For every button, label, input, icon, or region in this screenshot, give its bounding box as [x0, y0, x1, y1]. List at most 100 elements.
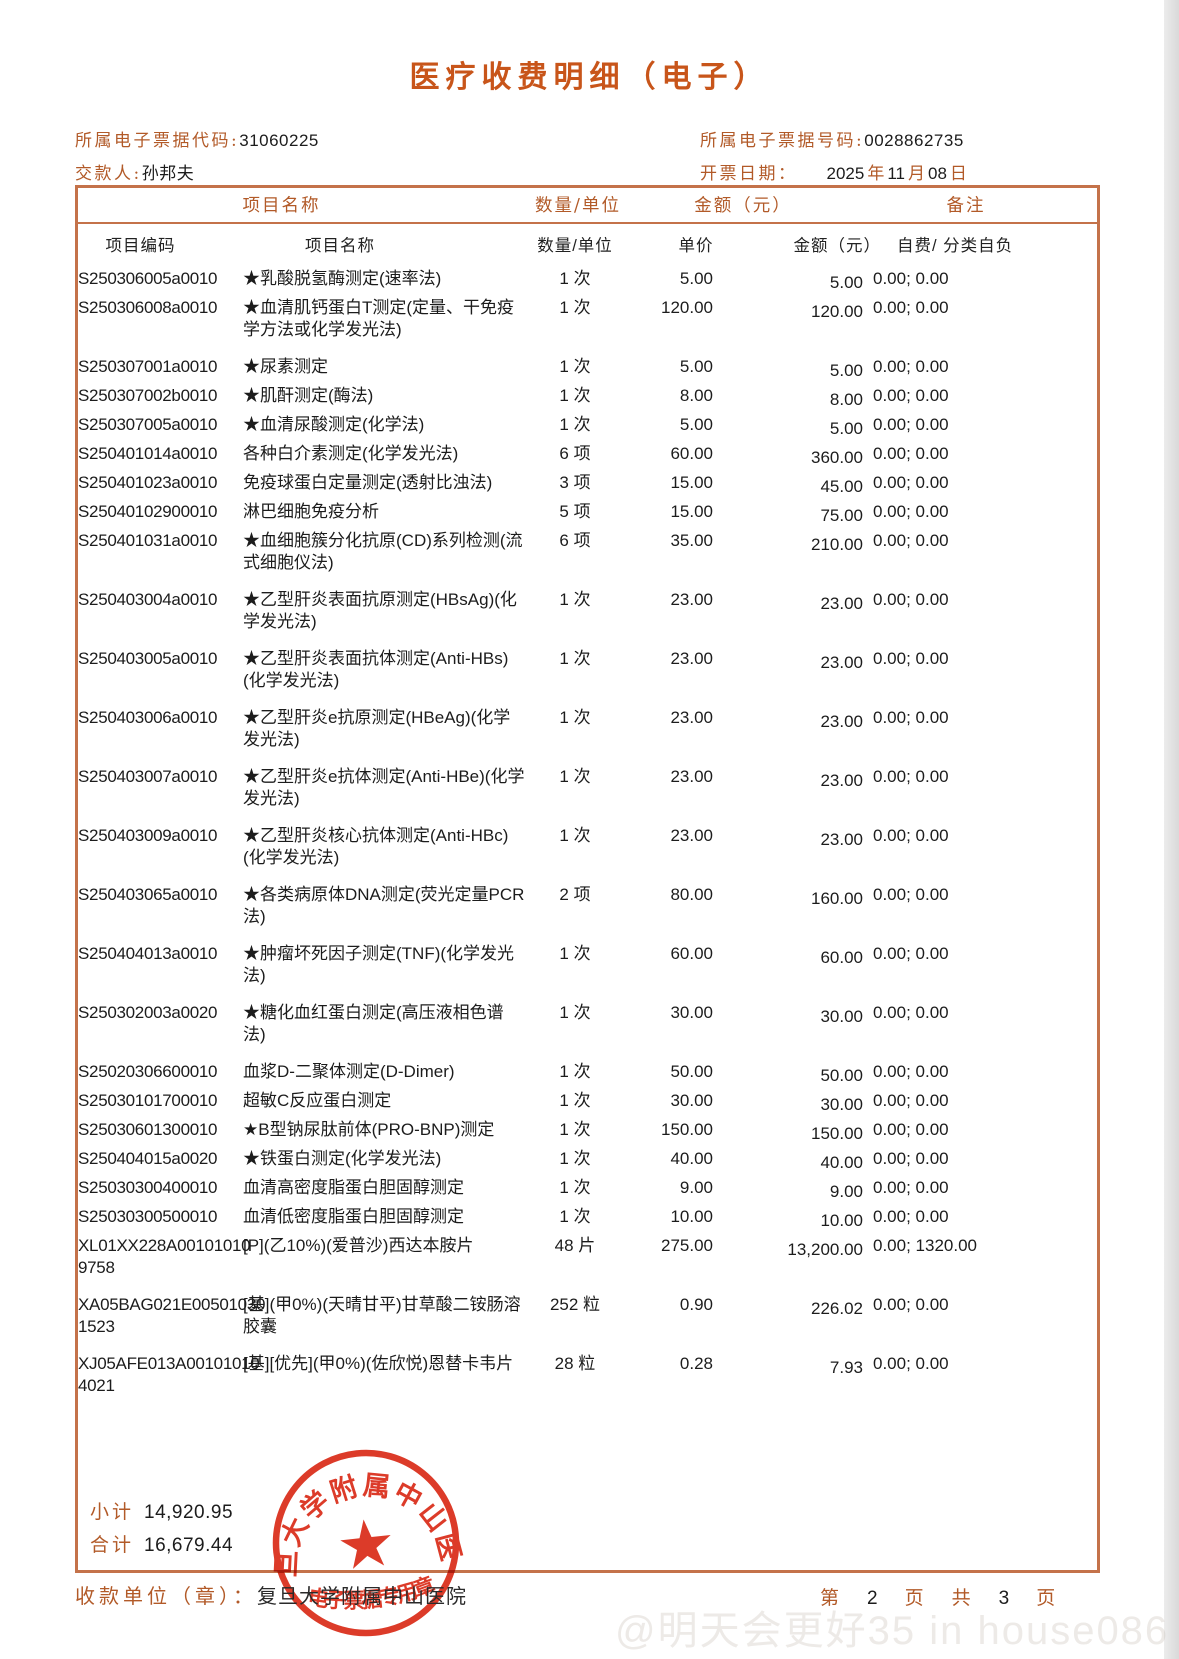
item-unit-price: 120.00 — [661, 298, 713, 317]
item-unit-price: 60.00 — [670, 944, 713, 963]
table-row: S250401031a0010 ★血细胞簇分化抗原(CD)系列检测(流式细胞仪法… — [78, 530, 1097, 574]
item-self-pay: 0.00; 0.00 — [873, 357, 949, 376]
item-amount: 8.00 — [829, 390, 863, 409]
item-unit-price: 80.00 — [670, 885, 713, 904]
issue-date-year: 2025 — [826, 164, 865, 183]
payee-label: 收款单位（章）： — [75, 1584, 257, 1608]
table-row: S250401014a0010 各种白介素测定(化学发光法) 6 项 60.00… — [78, 443, 1097, 467]
item-amount: 210.00 — [811, 535, 863, 554]
ebill-number-line: 所属电子票据号码:0028862735 — [700, 130, 964, 152]
item-self-pay: 0.00; 0.00 — [873, 298, 949, 317]
item-self-pay: 0.00; 0.00 — [873, 1295, 949, 1314]
subtotal-value: 14,920.95 — [144, 1502, 234, 1523]
table-row: S250302003a0020 ★糖化血红蛋白测定(高压液相色谱法) 1 次 3… — [78, 1002, 1097, 1046]
subheader-item-code: 项目编码 — [105, 237, 176, 255]
item-code: S250403006a0010 — [78, 708, 218, 727]
item-code: XL01XX228A00101010 9758 — [78, 1236, 251, 1277]
subheader-unit-price: 单价 — [678, 237, 714, 255]
item-name: 免疫球蛋白定量测定(透射比浊法) — [243, 473, 493, 492]
item-name: 血清高密度脂蛋白胆固醇测定 — [243, 1178, 464, 1197]
table-row: S25030601300010 ★B型钠尿肽前体(PRO-BNP)测定 1 次 … — [78, 1119, 1097, 1143]
item-quantity: 6 项 — [559, 531, 591, 550]
table-row: S250403005a0010 ★乙型肝炎表面抗体测定(Anti-HBs)(化学… — [78, 648, 1097, 692]
item-code: S250307005a0010 — [78, 415, 218, 434]
item-unit-price: 30.00 — [670, 1003, 713, 1022]
item-name: [基](甲0%)(天晴甘平)甘草酸二铵肠溶胶囊 — [243, 1295, 521, 1336]
item-unit-price: 40.00 — [670, 1149, 713, 1168]
item-code: S250403007a0010 — [78, 767, 218, 786]
table-row: S25030300500010 血清低密度脂蛋白胆固醇测定 1 次 10.00 … — [78, 1206, 1097, 1230]
item-name: ★肿瘤坏死因子测定(TNF)(化学发光法) — [243, 944, 515, 985]
item-name: ★B型钠尿肽前体(PRO-BNP)测定 — [243, 1120, 495, 1139]
item-code: S250403065a0010 — [78, 885, 218, 904]
total-line: 合计 16,679.44 — [90, 1529, 233, 1562]
item-code: S25030300500010 — [78, 1207, 218, 1226]
item-self-pay: 0.00; 0.00 — [873, 1062, 949, 1081]
item-unit-price: 23.00 — [670, 649, 713, 668]
item-code: S250401031a0010 — [78, 531, 218, 550]
item-name: 超敏C反应蛋白测定 — [243, 1091, 392, 1110]
item-quantity: 252 粒 — [549, 1295, 601, 1314]
item-quantity: 1 次 — [559, 708, 591, 727]
item-code: S250306008a0010 — [78, 298, 218, 317]
table-row: S250403004a0010 ★乙型肝炎表面抗原测定(HBsAg)(化学发光法… — [78, 589, 1097, 633]
item-amount: 23.00 — [820, 712, 863, 731]
item-self-pay: 0.00; 0.00 — [873, 473, 949, 492]
item-code: S25030601300010 — [78, 1120, 218, 1139]
item-self-pay: 0.00; 0.00 — [873, 1178, 949, 1197]
item-name: ★乙型肝炎核心抗体测定(Anti-HBc)(化学发光法) — [243, 826, 509, 867]
item-name: ★尿素测定 — [243, 357, 328, 376]
table-row: S250307002b0010 ★肌酐测定(酶法) 1 次 8.00 8.00 … — [78, 385, 1097, 409]
item-code: S25030101700010 — [78, 1091, 218, 1110]
item-amount: 45.00 — [820, 477, 863, 496]
item-self-pay: 0.00; 0.00 — [873, 944, 949, 963]
item-code: S250401014a0010 — [78, 444, 218, 463]
item-code: S250403009a0010 — [78, 826, 218, 845]
item-amount: 10.00 — [820, 1211, 863, 1230]
item-quantity: 1 次 — [559, 649, 591, 668]
item-unit-price: 23.00 — [670, 826, 713, 845]
item-amount: 50.00 — [820, 1066, 863, 1085]
table-row: XJ05AFE013A00101010 4021 [基][优先](甲0%)(佐欣… — [78, 1353, 1097, 1397]
page-edge-shadow — [1164, 0, 1179, 1659]
item-amount: 30.00 — [820, 1007, 863, 1026]
header-qty-unit: 数量/单位 — [535, 196, 621, 216]
item-quantity: 1 次 — [559, 1178, 591, 1197]
item-self-pay: 0.00; 1320.00 — [873, 1236, 977, 1255]
table-rows: S250306005a0010 ★乳酸脱氢酶测定(速率法) 1 次 5.00 5… — [78, 265, 1097, 1397]
stamp-circle — [272, 1449, 460, 1637]
item-name: ★乳酸脱氢酶测定(速率法) — [243, 269, 442, 288]
item-self-pay: 0.00; 0.00 — [873, 1149, 949, 1168]
item-quantity: 1 次 — [559, 357, 591, 376]
page-prefix: 第 — [820, 1587, 841, 1609]
item-self-pay: 0.00; 0.00 — [873, 415, 949, 434]
item-quantity: 1 次 — [559, 1062, 591, 1081]
item-unit-price: 275.00 — [661, 1236, 713, 1255]
item-amount: 13,200.00 — [787, 1240, 863, 1259]
item-amount: 5.00 — [829, 361, 863, 380]
item-self-pay: 0.00; 0.00 — [873, 1091, 949, 1110]
item-self-pay: 0.00; 0.00 — [873, 531, 949, 550]
issue-date-month: 11 — [887, 164, 905, 183]
item-self-pay: 0.00; 0.00 — [873, 708, 949, 727]
item-code: S250403005a0010 — [78, 649, 218, 668]
subheader-item-name: 项目名称 — [305, 237, 375, 255]
table-row: S250306005a0010 ★乳酸脱氢酶测定(速率法) 1 次 5.00 5… — [78, 268, 1097, 292]
item-quantity: 1 次 — [559, 944, 591, 963]
page-current: 2 — [867, 1588, 878, 1609]
item-self-pay: 0.00; 0.00 — [873, 1120, 949, 1139]
item-quantity: 1 次 — [559, 1207, 591, 1226]
item-amount: 75.00 — [820, 506, 863, 525]
pages-unit: 页 — [1036, 1587, 1057, 1609]
item-unit-price: 150.00 — [661, 1120, 713, 1139]
header-item-name: 项目名称 — [242, 196, 321, 216]
subtotal-line: 小计 14,920.95 — [90, 1496, 233, 1529]
item-code: S250403004a0010 — [78, 590, 218, 609]
item-self-pay: 0.00; 0.00 — [873, 885, 949, 904]
item-code: S25040102900010 — [78, 502, 218, 521]
item-unit-price: 15.00 — [670, 473, 713, 492]
table-row: S25040102900010 淋巴细胞免疫分析 5 项 15.00 75.00… — [78, 501, 1097, 525]
item-name: ★血清肌钙蛋白T测定(定量、干免疫学方法或化学发光法) — [243, 298, 515, 339]
page-total: 3 — [998, 1588, 1010, 1609]
table-row: S250401023a0010 免疫球蛋白定量测定(透射比浊法) 3 项 15.… — [78, 472, 1097, 496]
